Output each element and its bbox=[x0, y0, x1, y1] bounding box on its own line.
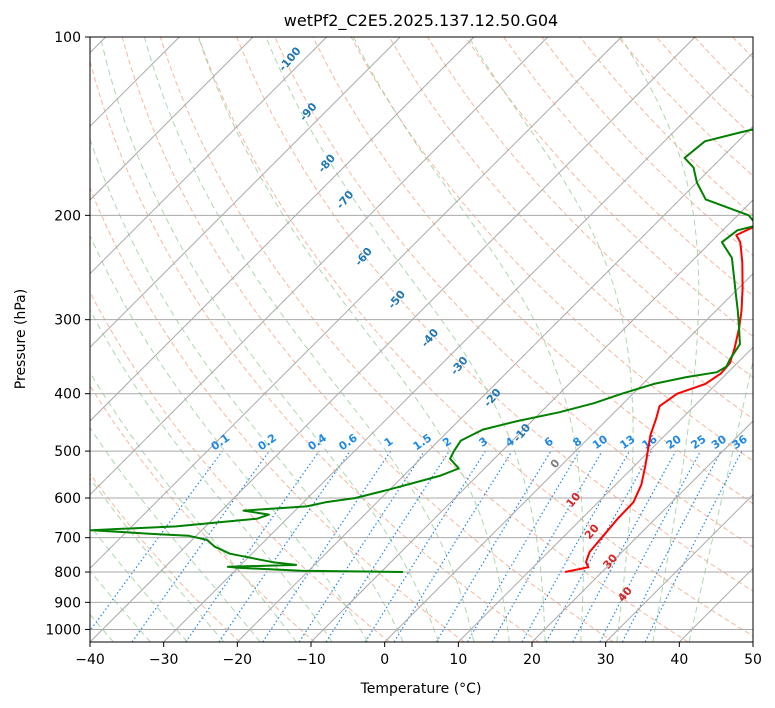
dry-adiabat bbox=[90, 186, 465, 642]
mixing-ratio-lines bbox=[90, 450, 743, 642]
moist-adiabat bbox=[90, 234, 369, 642]
y-tick-label: 900 bbox=[54, 595, 81, 611]
x-tick-label: 0 bbox=[380, 652, 389, 668]
x-axis: −40 −30 −20 −10 0 10 20 30 40 50 bbox=[75, 642, 762, 668]
moist-adiabat bbox=[90, 477, 225, 642]
moist-adiabat bbox=[90, 371, 297, 642]
y-tick-label: 700 bbox=[54, 531, 81, 547]
moist-adiabat bbox=[90, 308, 333, 642]
dewpoint-line bbox=[90, 128, 753, 573]
y-tick-label: 800 bbox=[54, 565, 81, 581]
x-tick-label: −30 bbox=[149, 652, 179, 668]
isotherm bbox=[90, 37, 549, 496]
x-axis-label: Temperature (°C) bbox=[360, 681, 482, 697]
moist-adiabat bbox=[90, 569, 151, 642]
isotherm bbox=[90, 37, 254, 201]
moist-adiabat bbox=[90, 137, 404, 642]
y-axis: 100 200 300 400 500 600 700 800 900 1000 bbox=[45, 30, 90, 638]
y-tick-label: 200 bbox=[54, 208, 81, 224]
dry-adiabats bbox=[90, 37, 753, 642]
isotherm bbox=[384, 272, 753, 642]
y-tick-label: 1000 bbox=[45, 622, 81, 638]
y-tick-label: 500 bbox=[54, 444, 81, 460]
dry-adiabat bbox=[350, 37, 753, 462]
dry-adiabat bbox=[198, 37, 753, 637]
y-tick-label: 400 bbox=[54, 387, 81, 403]
plot-frame bbox=[89, 36, 754, 643]
mixing-ratio-line bbox=[90, 450, 223, 632]
mixing-ratio-line bbox=[644, 450, 743, 642]
mixing-ratio-line bbox=[185, 450, 320, 642]
y-tick-label: 300 bbox=[54, 313, 81, 329]
isotherm bbox=[90, 37, 475, 422]
moist-adiabat bbox=[90, 426, 261, 642]
mixing-ratio-line bbox=[572, 450, 677, 642]
isotherm bbox=[90, 37, 696, 642]
plot-area: 0.1 0.2 0.4 0.6 1 1.5 2 3 4 6 8 10 13 16 20 25 30 36-100-… bbox=[90, 37, 753, 642]
dry-adiabat bbox=[121, 37, 614, 642]
dry-adiabat bbox=[159, 37, 689, 642]
isotherm bbox=[90, 37, 622, 570]
moist-adiabat bbox=[197, 37, 510, 642]
dry-adiabat bbox=[90, 472, 241, 642]
dry-adiabat bbox=[236, 37, 753, 592]
temperature-line bbox=[564, 226, 753, 573]
x-tick-label: −40 bbox=[75, 652, 105, 668]
mixing-ratio-line bbox=[131, 450, 270, 642]
isotherm bbox=[90, 37, 401, 349]
moist-adiabat bbox=[352, 37, 584, 642]
mixing-ratio-line bbox=[325, 450, 450, 642]
series-layer bbox=[90, 128, 753, 573]
dry-adiabat bbox=[90, 59, 540, 642]
mixing-ratio-line bbox=[393, 450, 513, 642]
mixing-ratio-line bbox=[262, 450, 392, 642]
x-tick-label: 20 bbox=[523, 652, 541, 668]
moist-adiabat bbox=[100, 37, 439, 642]
y-tick-label: 100 bbox=[54, 30, 81, 46]
mixing-ratio-line bbox=[218, 450, 351, 642]
dry-adiabat bbox=[90, 384, 316, 642]
x-tick-label: 10 bbox=[449, 652, 467, 668]
moist-adiabat bbox=[144, 37, 475, 642]
x-tick-label: 30 bbox=[597, 652, 615, 668]
mixing-ratio-line bbox=[521, 450, 631, 642]
x-tick-label: −20 bbox=[223, 652, 253, 668]
moist-adiabat bbox=[90, 524, 188, 642]
mixing-ratio-line bbox=[298, 450, 425, 642]
isotherm-lines bbox=[90, 37, 753, 642]
x-tick-label: 50 bbox=[744, 652, 762, 668]
y-axis-label: Pressure (hPa) bbox=[13, 289, 29, 389]
dry-adiabat bbox=[426, 37, 753, 378]
isotherm bbox=[605, 493, 753, 642]
mixing-ratio-line bbox=[545, 450, 653, 642]
moist-adiabat bbox=[265, 37, 546, 642]
isotherm bbox=[457, 346, 753, 642]
isotherm bbox=[310, 199, 753, 642]
isotherm bbox=[163, 51, 753, 642]
moist-adiabat bbox=[620, 37, 700, 642]
dry-adiabat bbox=[90, 291, 390, 642]
moist-adiabat bbox=[688, 358, 753, 642]
x-tick-label: 40 bbox=[670, 652, 688, 668]
y-tick-label: 600 bbox=[54, 491, 81, 507]
x-tick-label: −10 bbox=[296, 652, 326, 668]
isotherm bbox=[531, 420, 753, 642]
dry-adiabat bbox=[274, 37, 753, 548]
isotherm bbox=[90, 37, 328, 275]
chart-title: wetPf2_C2E5.2025.137.12.50.G04 bbox=[284, 11, 558, 31]
isotherm bbox=[236, 125, 753, 642]
